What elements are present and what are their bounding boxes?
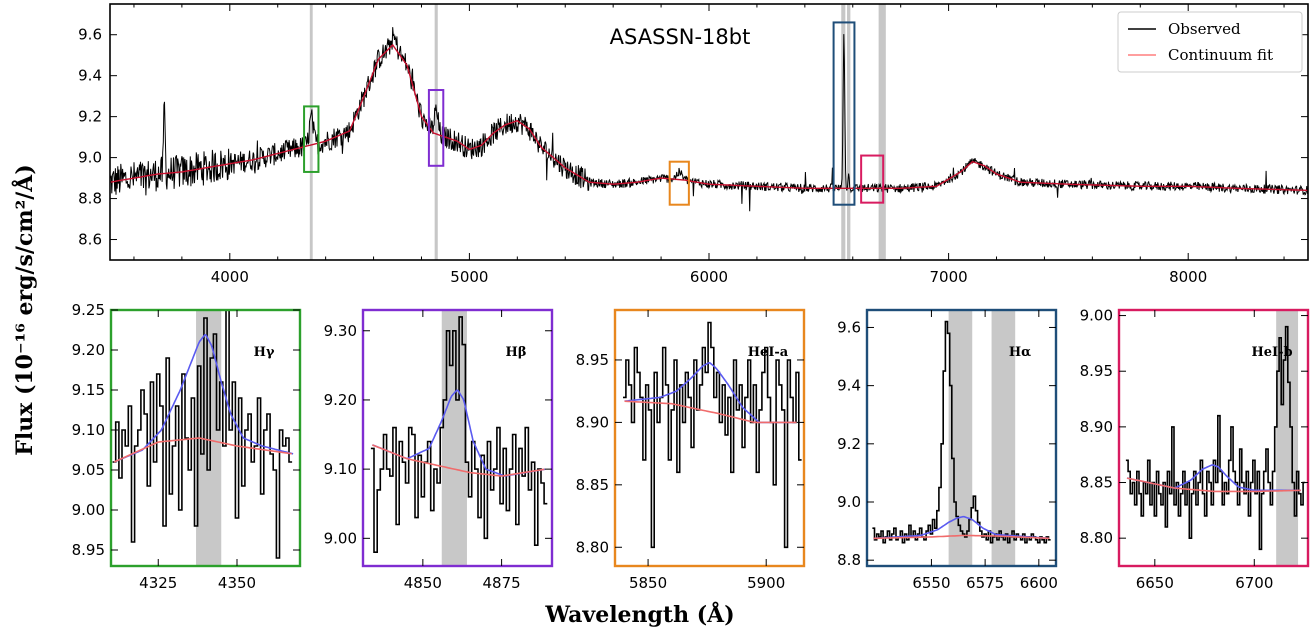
zoom-panel-frame xyxy=(865,308,1058,568)
y-tick-label: 8.95 xyxy=(1080,362,1113,380)
y-tick-label: 8.85 xyxy=(576,476,609,494)
legend-label-observed: Observed xyxy=(1168,20,1241,38)
x-axis-label: Wavelength (Å) xyxy=(544,601,734,628)
y-tick-label: 9.2 xyxy=(78,108,102,126)
x-tick-label: 7000 xyxy=(930,268,968,286)
y-tick-label: 8.8 xyxy=(837,551,861,569)
y-tick-label: 8.6 xyxy=(78,231,102,249)
y-tick-label: 8.95 xyxy=(576,351,609,369)
x-tick-label: 6700 xyxy=(1235,574,1273,592)
masked-band xyxy=(309,4,313,260)
y-tick-label: 9.0 xyxy=(78,149,102,167)
masked-band xyxy=(878,4,886,260)
x-tick-label: 4850 xyxy=(404,574,442,592)
observed-step-line xyxy=(370,316,548,553)
y-tick-label: 9.4 xyxy=(837,377,861,395)
panel-line-label: Hα xyxy=(1009,345,1031,360)
x-tick-label: 4325 xyxy=(139,574,177,592)
masked-band xyxy=(441,310,467,566)
y-tick-label: 8.90 xyxy=(576,413,609,431)
main-spectrum-panel: 4000 5000 6000 7000 8000 8.6 8.8 9.0 9.2 9.4 9.6 AS… xyxy=(78,3,1309,286)
continuum-fit-curve xyxy=(624,400,797,424)
legend-label-continuum: Continuum fit xyxy=(1168,46,1273,64)
zoom-panel-1: 4325 4350 8.95 9.00 9.05 9.10 9.15 9.20 9.25 Hγ xyxy=(72,301,302,592)
y-tick-label: 9.4 xyxy=(78,67,102,85)
y-tick-label: 9.30 xyxy=(324,322,357,340)
zoom-box xyxy=(427,89,445,167)
y-tick-label: 8.90 xyxy=(1080,418,1113,436)
zoom-panel-frame xyxy=(109,308,302,568)
zoom-box xyxy=(832,21,856,206)
x-tick-label: 6600 xyxy=(1020,574,1058,592)
x-tick-label: 6650 xyxy=(1136,574,1174,592)
continuum-fit-curve xyxy=(873,534,1050,540)
y-tick-label: 9.00 xyxy=(1080,307,1113,325)
x-tick-label: 8000 xyxy=(1169,268,1207,286)
observed-step-line xyxy=(1125,325,1306,551)
y-tick-label: 8.8 xyxy=(78,190,102,208)
masked-band xyxy=(841,4,846,260)
continuum-fit-curve xyxy=(1126,477,1301,493)
zoom-panel-5: 6650 6700 8.80 8.85 8.90 8.95 9.00 HeI-b xyxy=(1080,307,1310,592)
zoom-panel-4: 6550 6575 6600 8.8 9.0 9.2 9.4 9.6 Hα xyxy=(837,308,1058,592)
panel-line-label: HeI-a xyxy=(748,345,789,360)
y-tick-label: 9.6 xyxy=(837,318,861,336)
x-tick-label: 6550 xyxy=(912,574,950,592)
y-tick-label: 9.10 xyxy=(324,460,357,478)
x-tick-label: 6000 xyxy=(690,268,728,286)
legend-box xyxy=(1117,11,1303,73)
x-tick-label: 6575 xyxy=(966,574,1004,592)
continuum-fit-curve xyxy=(113,437,292,463)
y-tick-label: 9.6 xyxy=(78,26,102,44)
panel-line-label: Hβ xyxy=(506,345,527,360)
chart-title: ASASSN-18bt xyxy=(610,25,751,49)
zoom-panels: 4325 4350 8.95 9.00 9.05 9.10 9.15 9.20 9.25 Hγ 48… xyxy=(72,301,1310,592)
masked-band xyxy=(434,4,438,260)
zoom-box xyxy=(860,154,885,204)
zoom-box xyxy=(668,160,690,206)
continuum-fit-curve xyxy=(372,444,545,477)
zoom-panel-frame xyxy=(1117,308,1310,568)
y-tick-label: 9.05 xyxy=(72,461,105,479)
panel-line-label: Hγ xyxy=(254,345,275,360)
x-tick-label: 4350 xyxy=(218,574,256,592)
y-tick-label: 8.95 xyxy=(72,541,105,559)
continuum-fit-line xyxy=(110,43,1308,192)
y-tick-label: 9.10 xyxy=(72,421,105,439)
zoom-panel-frame xyxy=(361,308,554,568)
x-tick-label: 4875 xyxy=(483,574,521,592)
y-tick-label: 9.20 xyxy=(324,391,357,409)
zoom-panel-frame xyxy=(613,308,806,568)
y-tick-label: 9.00 xyxy=(324,529,357,547)
y-tick-label: 8.80 xyxy=(1080,529,1113,547)
y-tick-label: 9.20 xyxy=(72,341,105,359)
y-tick-label: 9.25 xyxy=(72,301,105,319)
x-tick-label: 5000 xyxy=(450,268,488,286)
observed-step-line xyxy=(112,310,293,559)
y-tick-label: 9.00 xyxy=(72,501,105,519)
masked-band xyxy=(991,310,1016,566)
y-axis-label: Flux (10⁻¹⁶ erg/s/cm²/Å) xyxy=(11,164,38,456)
y-tick-label: 8.80 xyxy=(576,538,609,556)
zoom-box xyxy=(303,105,320,173)
y-tick-label: 8.85 xyxy=(1080,474,1113,492)
zoom-panel-2: 4850 4875 9.00 9.10 9.20 9.30 Hβ xyxy=(324,308,554,592)
zoom-panel-3: 5850 5900 8.80 8.85 8.90 8.95 HeI-a xyxy=(576,308,806,592)
masked-band xyxy=(847,4,851,260)
observed-spectrum-line xyxy=(110,27,1308,212)
x-tick-label: 4000 xyxy=(211,268,249,286)
x-tick-label: 5850 xyxy=(629,574,667,592)
y-tick-label: 9.0 xyxy=(837,493,861,511)
y-tick-label: 9.2 xyxy=(837,435,861,453)
panel-line-label: HeI-b xyxy=(1251,345,1292,360)
y-tick-label: 9.15 xyxy=(72,381,105,399)
x-tick-label: 5900 xyxy=(747,574,785,592)
